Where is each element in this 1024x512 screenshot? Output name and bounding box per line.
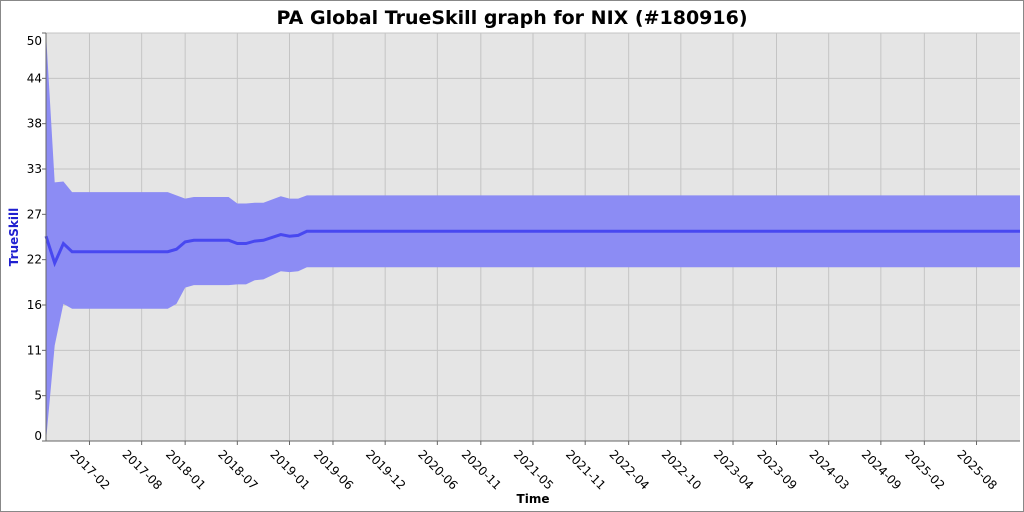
y-tick-label: 22 — [27, 253, 42, 267]
y-axis-label: TrueSkill — [7, 208, 21, 266]
y-tick-label: 16 — [27, 298, 42, 312]
y-tick-label: 50 — [27, 34, 42, 48]
x-axis-label: Time — [517, 492, 550, 506]
chart-title: PA Global TrueSkill graph for NIX (#1809… — [276, 7, 747, 29]
y-tick-label: 5 — [34, 389, 42, 403]
y-tick-label: 27 — [27, 207, 42, 221]
y-tick-label: 33 — [27, 162, 42, 176]
line — [44, 229, 1020, 268]
y-tick-label: 0 — [34, 429, 42, 443]
band — [46, 33, 1020, 441]
y-tick-label: 11 — [27, 343, 42, 357]
y-tick-label: 38 — [27, 117, 42, 131]
y-tick-label: 44 — [27, 71, 42, 85]
